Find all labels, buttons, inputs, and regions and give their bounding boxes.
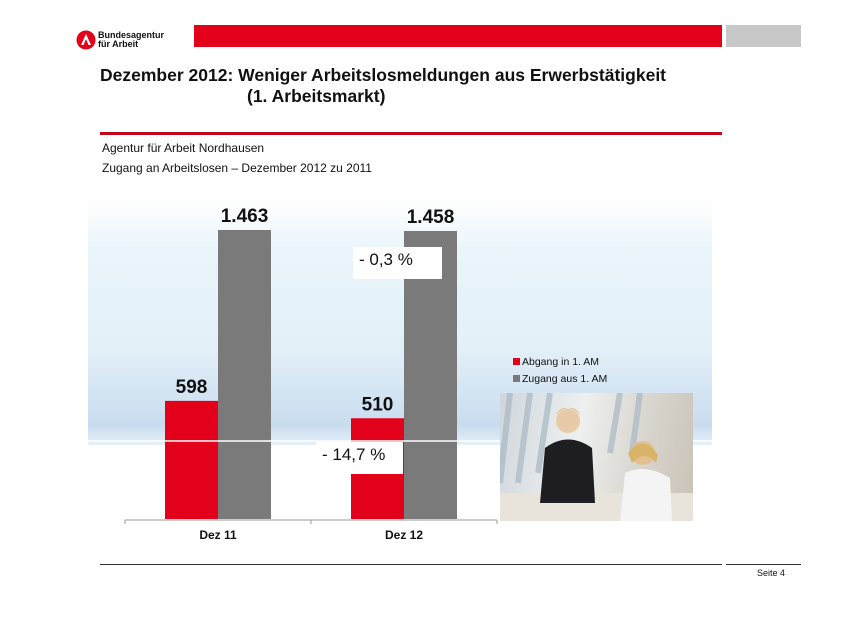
subtitle-description: Zugang an Arbeitslosen – Dezember 2012 z… <box>102 161 372 175</box>
x-tick-label: Dez 12 <box>385 528 423 542</box>
data-label: 510 <box>362 394 394 415</box>
change-label-zugang: - 0,3 % <box>353 247 442 279</box>
legend-swatch <box>513 375 520 382</box>
page-title: Dezember 2012: Weniger Arbeitslosmeldung… <box>100 65 666 107</box>
legend: Abgang in 1. AM Zugang aus 1. AM <box>513 354 607 388</box>
office-photo <box>500 393 693 521</box>
subtitle-agency: Agentur für Arbeit Nordhausen <box>102 141 265 155</box>
x-tick-label: Dez 11 <box>199 528 237 542</box>
legend-item-abgang: Abgang in 1. AM <box>513 354 607 371</box>
data-label: 598 <box>176 377 208 398</box>
title-line-2: (1. Arbeitsmarkt) <box>247 86 386 106</box>
data-label: 1.463 <box>221 206 269 227</box>
bar-zugang-0 <box>218 230 271 519</box>
change-label-abgang: - 14,7 % <box>316 442 403 474</box>
footer-divider-right <box>726 564 801 565</box>
page-number: Seite 4 <box>757 568 786 578</box>
data-label: 1.458 <box>407 207 455 228</box>
legend-label: Abgang in 1. AM <box>522 356 600 368</box>
logo-icon <box>76 30 96 50</box>
title-divider <box>100 132 722 135</box>
legend-item-zugang: Zugang aus 1. AM <box>513 371 607 388</box>
legend-swatch <box>513 358 520 365</box>
header-red-bar <box>194 25 722 47</box>
logo-line-1: Bundesagentur <box>98 30 165 40</box>
title-line-1: Dezember 2012: Weniger Arbeitslosmeldung… <box>100 65 667 85</box>
footer-divider <box>100 564 722 565</box>
header-gray-bar <box>726 25 801 47</box>
bar-abgang-0 <box>165 400 218 519</box>
logo-text: Bundesagentur für Arbeit <box>98 31 164 49</box>
legend-label: Zugang aus 1. AM <box>522 373 608 385</box>
logo-line-2: für Arbeit <box>98 39 139 49</box>
